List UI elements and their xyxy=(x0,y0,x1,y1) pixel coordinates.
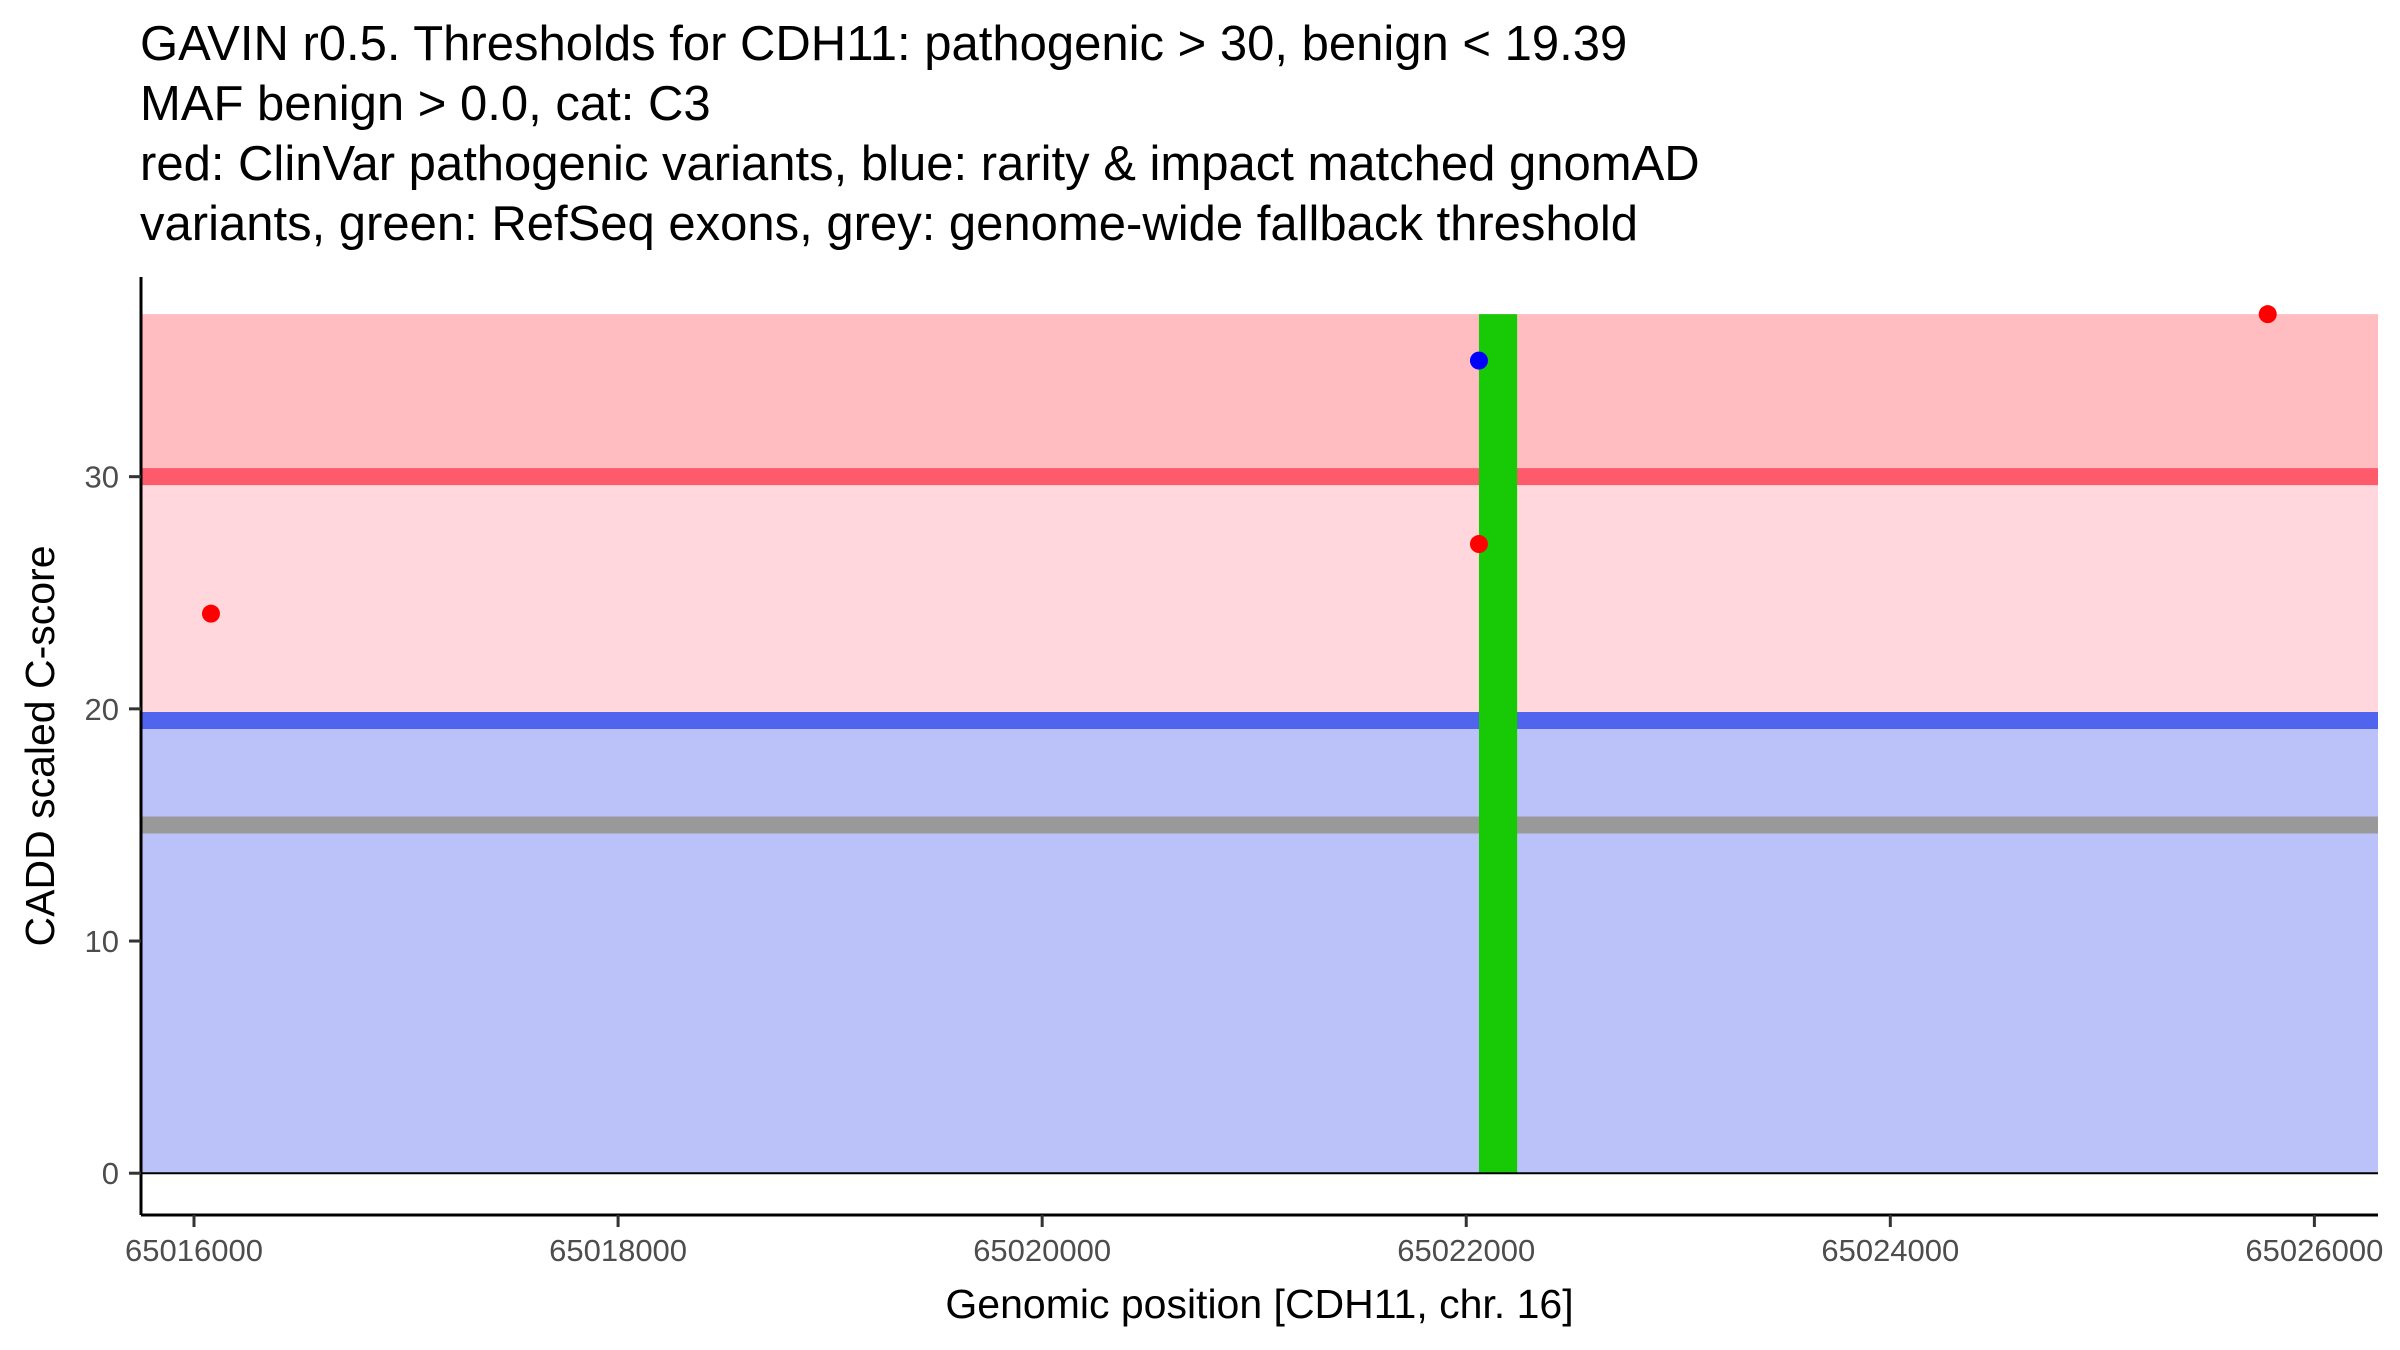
variant-point-s1-2 xyxy=(1469,535,1488,554)
title-line-3: red: ClinVar pathogenic variants, blue: … xyxy=(140,137,1700,191)
benign-zone xyxy=(141,723,2378,1174)
x-tick-label: 65024000 xyxy=(1821,1233,1959,1268)
x-tick-label: 65022000 xyxy=(1397,1233,1535,1268)
x-tick-label: 65016000 xyxy=(125,1233,263,1268)
variant-point-s1-3 xyxy=(2258,305,2277,324)
y-axis-title: CADD scaled C-score xyxy=(17,546,63,947)
variant-point-s2-1 xyxy=(1469,351,1488,370)
y-tick-label: 30 xyxy=(85,460,119,495)
x-axis-title: Genomic position [CDH11, chr. 16] xyxy=(945,1281,1573,1327)
x-tick-label: 65018000 xyxy=(549,1233,687,1268)
y-tick-label: 20 xyxy=(85,692,119,727)
variant-points xyxy=(201,305,2277,623)
threshold-lines xyxy=(141,468,2378,834)
x-tick-label: 65026000 xyxy=(2245,1233,2383,1268)
pathogenic-zone xyxy=(141,314,2378,477)
title-line-4: variants, green: RefSeq exons, grey: gen… xyxy=(140,197,1639,251)
threshold-bands xyxy=(141,314,2378,1174)
chart-title: GAVIN r0.5. Thresholds for CDH11: pathog… xyxy=(140,14,2380,254)
title-line-2: MAF benign > 0.0, cat: C3 xyxy=(140,77,711,131)
variant-point-s1-1 xyxy=(201,604,220,623)
exon-bars xyxy=(1478,314,1518,1174)
title-line-1: GAVIN r0.5. Thresholds for CDH11: pathog… xyxy=(140,17,1628,71)
intermediate-zone xyxy=(141,476,2378,724)
axes: 65016000 65018000 65020000 65022000 65024000… xyxy=(85,277,2383,1268)
y-tick-label: 0 xyxy=(102,1156,119,1191)
exon-bar-1 xyxy=(1478,314,1518,1174)
y-tick-label: 10 xyxy=(85,924,119,959)
x-tick-label: 65020000 xyxy=(973,1233,1111,1268)
